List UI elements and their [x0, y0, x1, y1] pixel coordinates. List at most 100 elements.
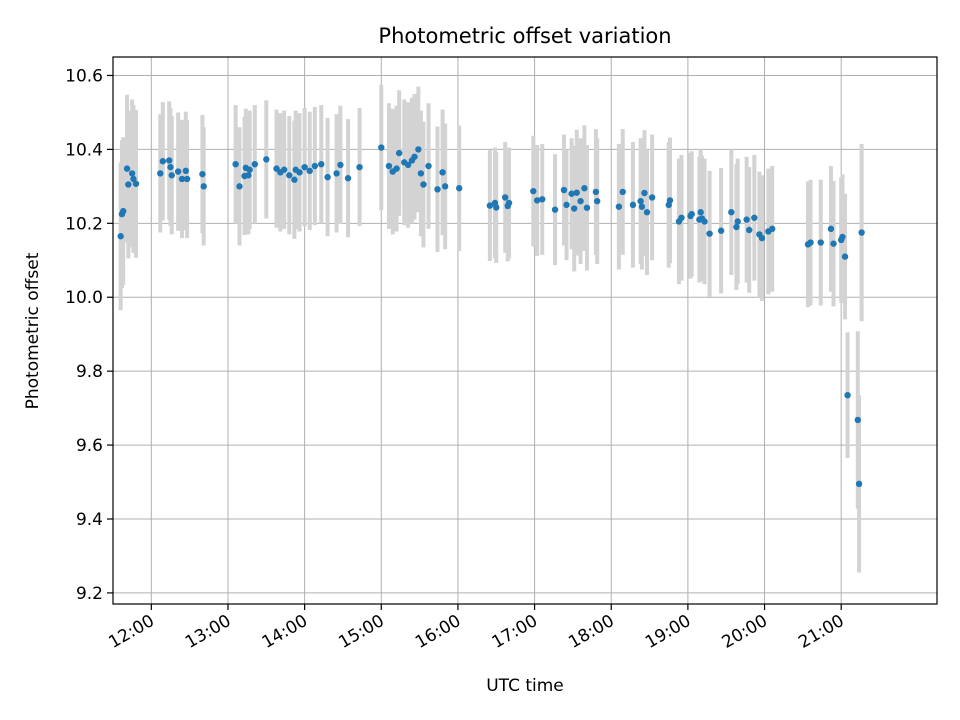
- data-point: [486, 202, 494, 209]
- data-point: [637, 197, 644, 205]
- data-point: [733, 223, 740, 231]
- data-point: [855, 480, 863, 488]
- data-point: [717, 227, 725, 234]
- data-point: [533, 197, 541, 204]
- data-point: [706, 230, 713, 237]
- data-point: [167, 163, 174, 171]
- data-point: [246, 166, 253, 173]
- data-point: [728, 209, 735, 216]
- data-point: [395, 149, 403, 157]
- data-point: [123, 165, 131, 172]
- data-point: [200, 183, 207, 190]
- data-point: [404, 161, 412, 169]
- data-point: [666, 197, 674, 204]
- data-point: [296, 169, 303, 176]
- data-point: [344, 175, 352, 182]
- data-point: [128, 170, 136, 177]
- data-point: [125, 181, 132, 188]
- y-tick-label: 10.4: [65, 140, 103, 160]
- data-point: [817, 239, 824, 246]
- data-point: [539, 196, 546, 203]
- data-point: [568, 190, 575, 197]
- y-tick-label: 10.2: [65, 214, 103, 234]
- data-point: [280, 166, 288, 173]
- data-point: [592, 188, 600, 196]
- data-point: [844, 391, 851, 399]
- data-point: [751, 214, 758, 221]
- y-tick-label: 9.6: [76, 436, 103, 456]
- data-point: [301, 163, 308, 171]
- data-point: [178, 175, 186, 183]
- data-point: [411, 153, 418, 160]
- y-tick-label: 10.0: [65, 288, 103, 308]
- data-point: [769, 225, 776, 233]
- data-point: [746, 226, 753, 234]
- data-point: [841, 253, 849, 260]
- data-point: [615, 203, 623, 210]
- data-point: [420, 181, 427, 188]
- data-point: [701, 218, 708, 225]
- data-point: [648, 194, 656, 201]
- data-point: [505, 199, 513, 207]
- data-point: [263, 156, 270, 163]
- data-point: [807, 239, 814, 246]
- data-point: [734, 218, 741, 225]
- y-tick-label: 9.2: [76, 584, 103, 604]
- data-point: [291, 176, 298, 183]
- data-point: [232, 160, 239, 168]
- data-point: [306, 167, 313, 175]
- data-point: [577, 197, 584, 205]
- data-point: [166, 157, 173, 164]
- data-point: [425, 162, 432, 170]
- data-point: [501, 194, 509, 201]
- data-point: [830, 240, 837, 247]
- data-point: [827, 225, 835, 233]
- data-point: [570, 205, 578, 212]
- data-point: [117, 233, 124, 240]
- data-point: [130, 175, 137, 183]
- data-point: [415, 146, 422, 153]
- data-point: [168, 172, 175, 179]
- y-axis-label: Photometric offset: [23, 252, 43, 409]
- data-point: [573, 189, 580, 196]
- data-points: [117, 144, 865, 488]
- data-point: [434, 186, 441, 193]
- data-point: [393, 165, 400, 172]
- data-point: [641, 189, 648, 197]
- data-point: [333, 170, 340, 177]
- data-point: [854, 416, 861, 424]
- data-point: [563, 201, 570, 209]
- y-tick-label: 10.6: [65, 66, 103, 86]
- data-point: [638, 203, 646, 210]
- data-point: [439, 169, 446, 176]
- plot-frame: [112, 56, 938, 605]
- data-point: [530, 187, 537, 195]
- data-point: [560, 186, 568, 194]
- data-point: [183, 175, 191, 183]
- data-point: [858, 229, 865, 236]
- data-point: [251, 160, 259, 168]
- data-point: [182, 167, 190, 175]
- chart-title: Photometric offset variation: [378, 24, 671, 48]
- data-point: [174, 168, 182, 175]
- data-point: [619, 188, 626, 196]
- data-point: [318, 160, 325, 168]
- data-point: [199, 170, 206, 178]
- data-point: [159, 158, 167, 165]
- data-point: [356, 163, 363, 171]
- data-point: [839, 233, 846, 241]
- data-point: [236, 183, 243, 190]
- data-point: [456, 185, 463, 192]
- data-point: [697, 209, 704, 216]
- data-point: [311, 162, 319, 170]
- data-point: [581, 185, 588, 192]
- data-point: [157, 170, 164, 177]
- data-point: [324, 173, 331, 181]
- data-point: [758, 234, 766, 242]
- data-point: [337, 161, 344, 169]
- data-point: [688, 210, 695, 218]
- data-point: [743, 216, 750, 223]
- data-point: [132, 180, 140, 187]
- data-point: [583, 204, 591, 211]
